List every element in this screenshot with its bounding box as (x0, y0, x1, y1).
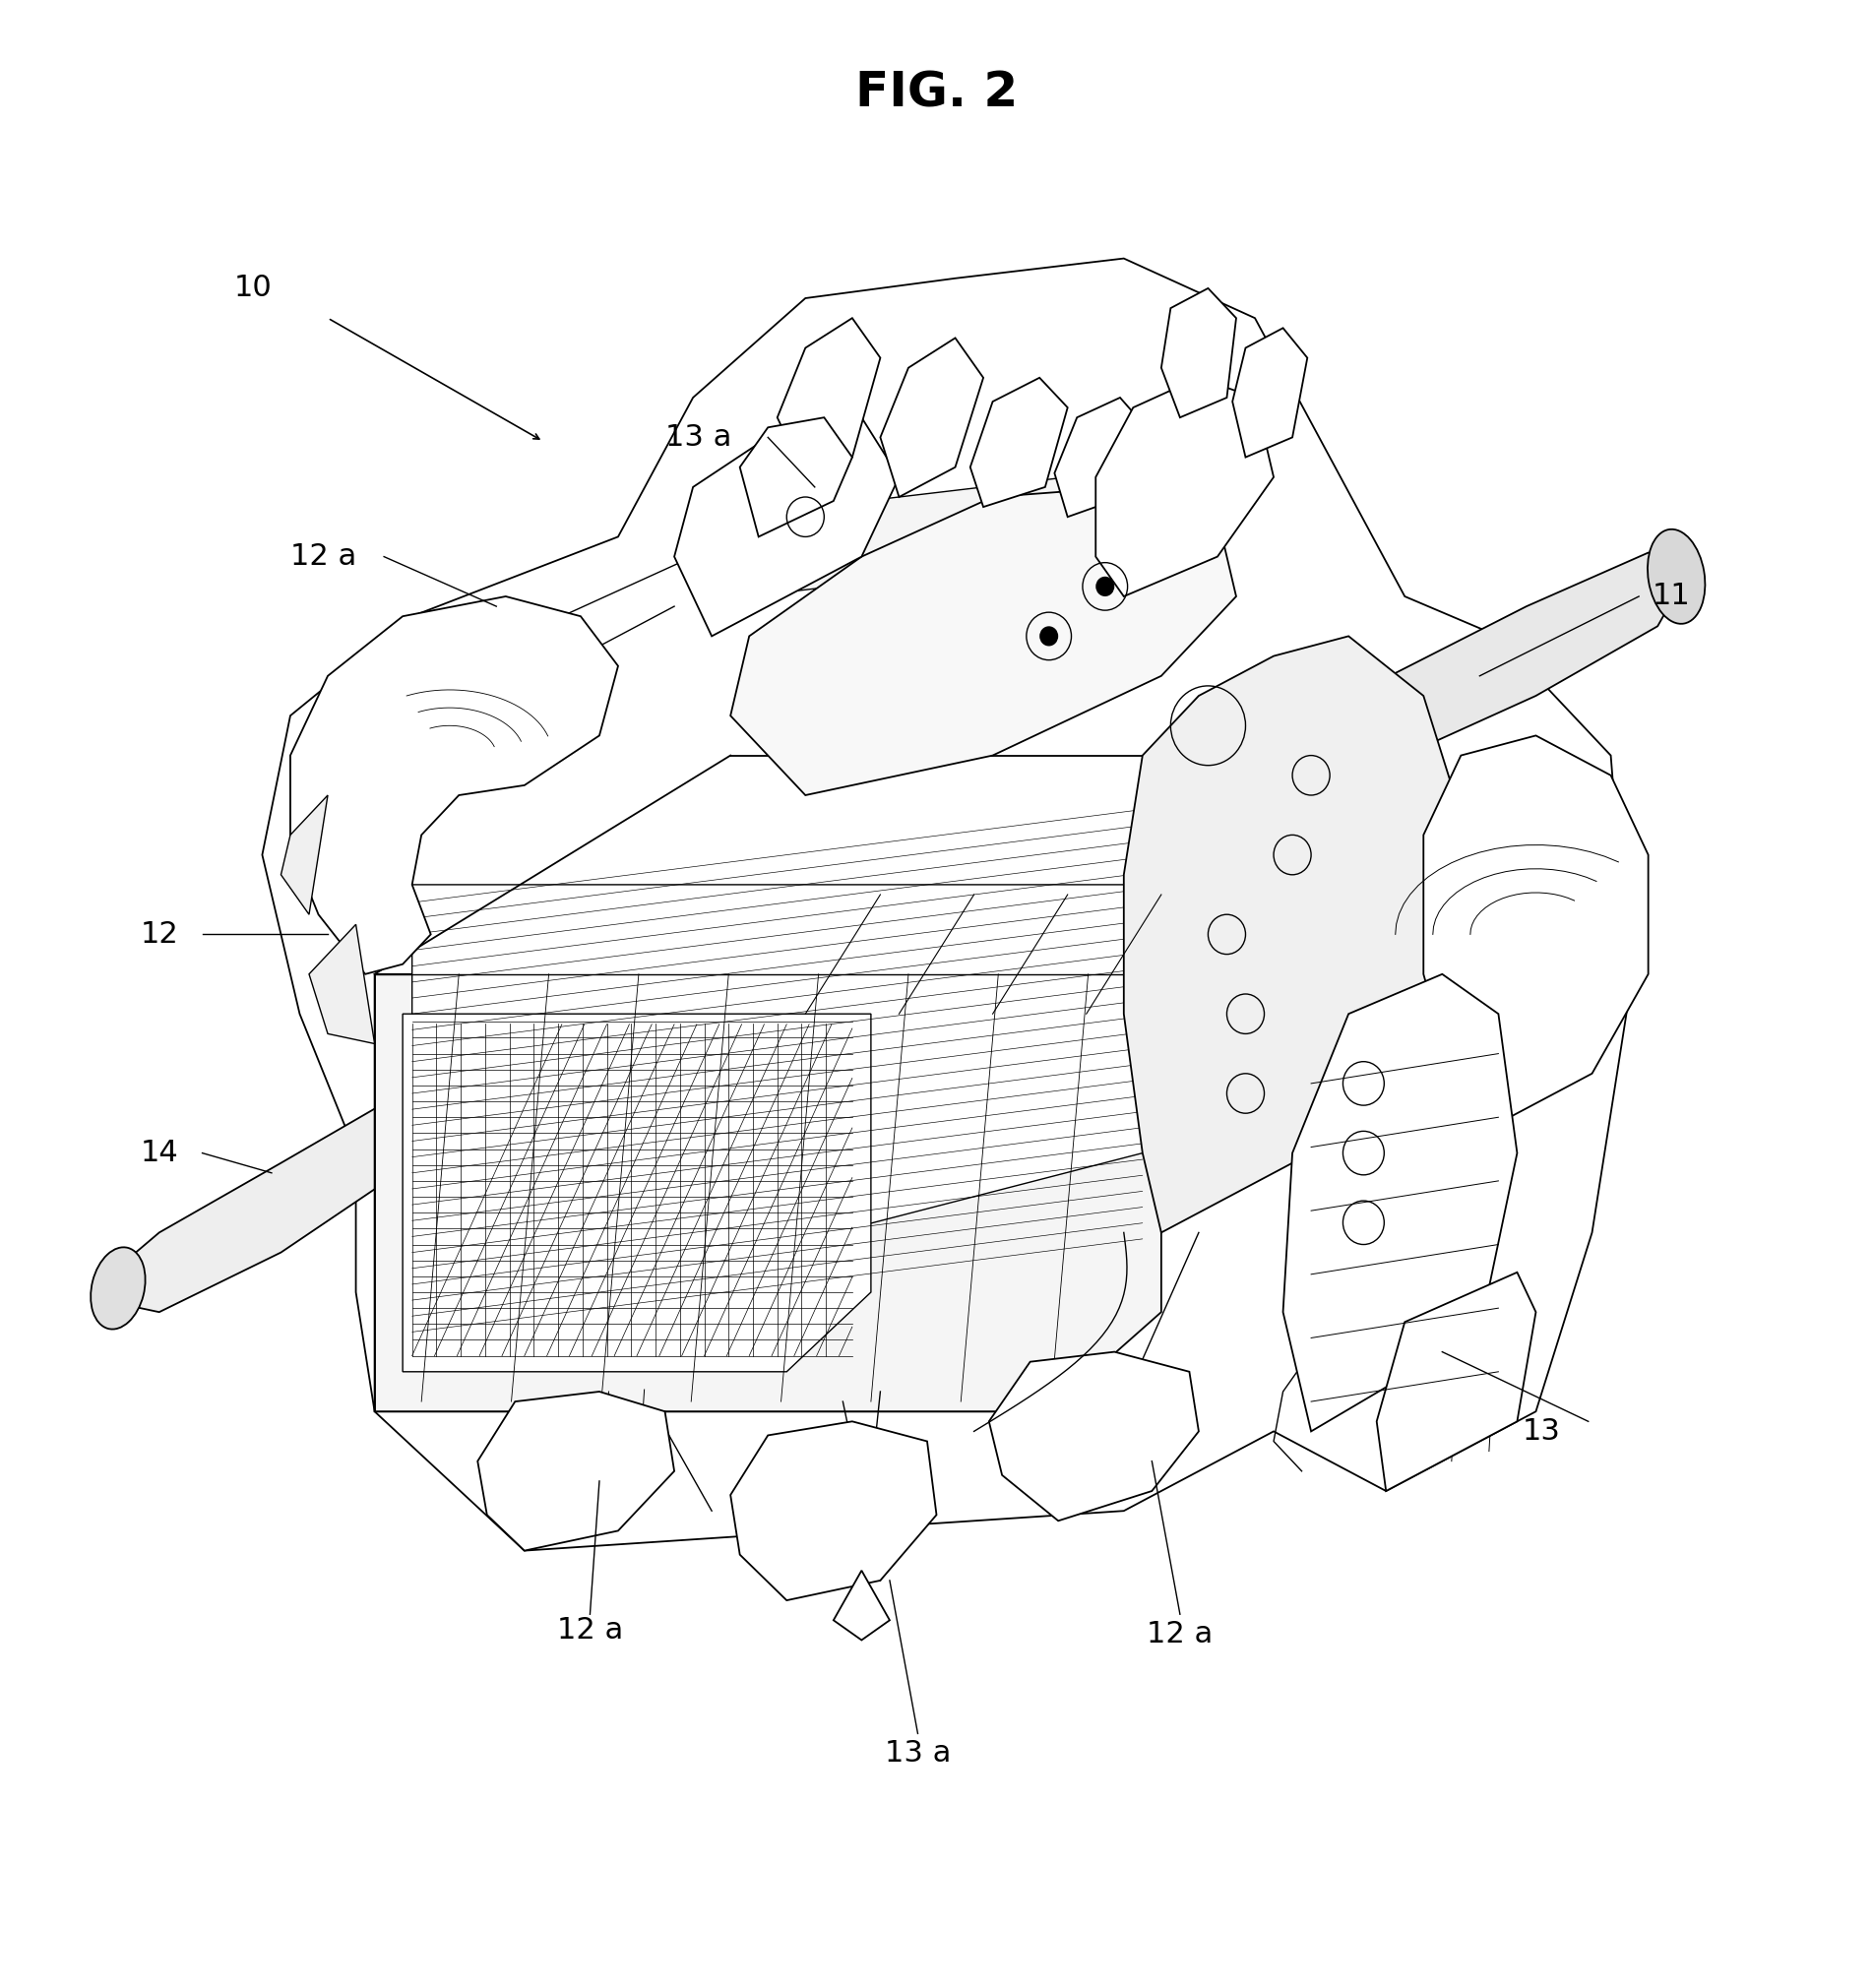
Text: 12 a: 12 a (556, 1616, 624, 1644)
Text: 12 a: 12 a (290, 543, 356, 571)
Circle shape (1040, 626, 1058, 646)
Polygon shape (309, 924, 375, 1044)
Polygon shape (989, 1352, 1199, 1521)
Polygon shape (674, 417, 899, 636)
Ellipse shape (90, 1246, 146, 1330)
Polygon shape (1054, 398, 1146, 517)
Text: 14: 14 (140, 1139, 178, 1167)
Polygon shape (1423, 736, 1648, 1133)
Polygon shape (730, 487, 1236, 795)
Polygon shape (730, 437, 1143, 596)
Text: 13 a: 13 a (884, 1740, 951, 1767)
Polygon shape (1096, 378, 1274, 596)
Ellipse shape (1648, 529, 1704, 624)
Polygon shape (880, 338, 983, 497)
Polygon shape (1161, 288, 1236, 417)
Polygon shape (403, 1014, 871, 1372)
Polygon shape (833, 1571, 890, 1640)
Text: 11: 11 (1652, 582, 1689, 610)
Polygon shape (112, 1103, 421, 1312)
Polygon shape (478, 1392, 674, 1551)
Polygon shape (1345, 553, 1686, 759)
Text: 10: 10 (234, 274, 272, 302)
Circle shape (1096, 577, 1114, 596)
Text: 13: 13 (1523, 1417, 1560, 1445)
Text: 12 a: 12 a (1146, 1620, 1214, 1648)
Polygon shape (1232, 328, 1307, 457)
Text: 12: 12 (140, 920, 178, 948)
Polygon shape (1283, 974, 1517, 1431)
Polygon shape (777, 318, 880, 477)
Polygon shape (740, 417, 852, 537)
Text: 13 a: 13 a (665, 423, 730, 451)
Polygon shape (290, 596, 618, 974)
Polygon shape (375, 875, 1161, 1411)
Polygon shape (970, 378, 1068, 507)
Polygon shape (1377, 1272, 1536, 1491)
Polygon shape (1124, 636, 1461, 1233)
Polygon shape (412, 885, 1143, 1342)
Text: FIG. 2: FIG. 2 (856, 70, 1017, 117)
Polygon shape (730, 1421, 936, 1600)
Polygon shape (281, 795, 328, 914)
